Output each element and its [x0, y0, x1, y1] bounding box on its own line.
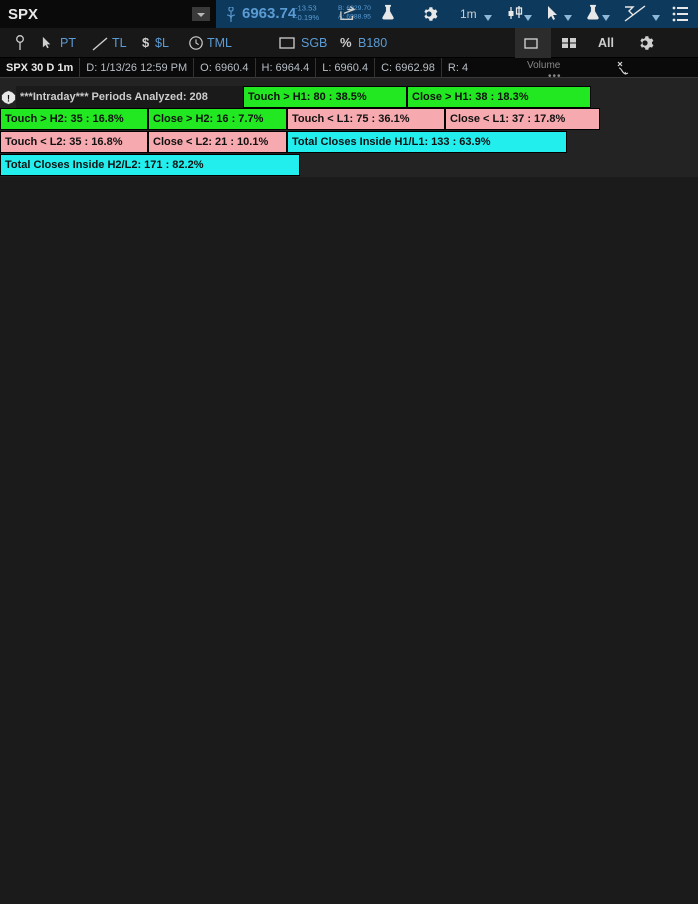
svg-text:!: !: [7, 93, 10, 103]
